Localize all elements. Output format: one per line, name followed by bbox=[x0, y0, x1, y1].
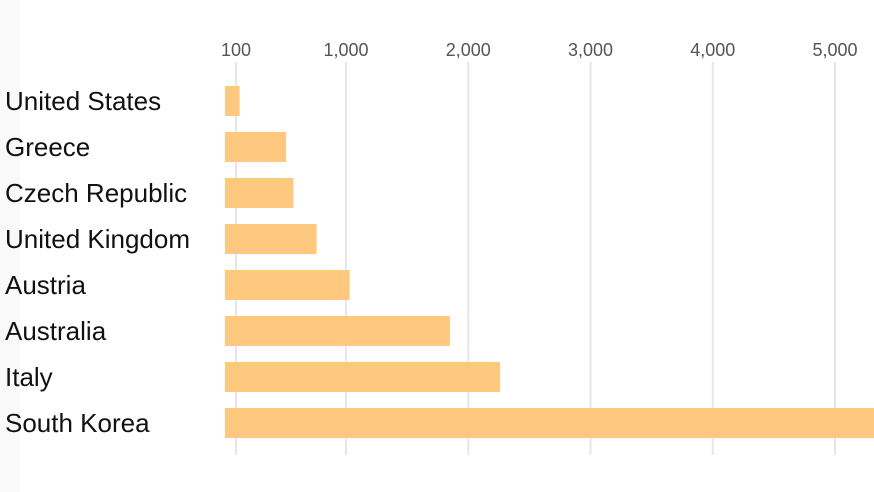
bar-italy bbox=[225, 362, 501, 392]
category-label: Austria bbox=[5, 270, 86, 300]
x-tick-label: 100 bbox=[221, 40, 251, 60]
x-tick-label: 5,000 bbox=[812, 40, 857, 60]
category-label: Italy bbox=[5, 362, 53, 392]
x-tick-label: 1,000 bbox=[323, 40, 368, 60]
category-label: United States bbox=[5, 86, 161, 116]
category-labels: United States Greece Czech Republic United … bbox=[5, 86, 190, 438]
category-label: Australia bbox=[5, 316, 107, 346]
bars bbox=[225, 86, 874, 438]
bar-czech-republic bbox=[225, 178, 294, 208]
x-tick-label: 4,000 bbox=[690, 40, 735, 60]
category-label: Czech Republic bbox=[5, 178, 187, 208]
category-label: United Kingdom bbox=[5, 224, 190, 254]
x-axis-ticks: 100 1,000 2,000 3,000 4,000 5,000 bbox=[221, 40, 858, 60]
x-tick-label: 2,000 bbox=[446, 40, 491, 60]
bar-south-korea bbox=[225, 408, 874, 438]
category-label: Greece bbox=[5, 132, 90, 162]
bar-australia bbox=[225, 316, 450, 346]
gridlines bbox=[234, 62, 836, 455]
bar-united-kingdom bbox=[225, 224, 317, 254]
bar-greece bbox=[225, 132, 287, 162]
bar-united-states bbox=[225, 86, 240, 116]
left-margin-strip bbox=[0, 0, 20, 492]
category-label: South Korea bbox=[5, 408, 150, 438]
bar-austria bbox=[225, 270, 350, 300]
x-tick-label: 3,000 bbox=[568, 40, 613, 60]
